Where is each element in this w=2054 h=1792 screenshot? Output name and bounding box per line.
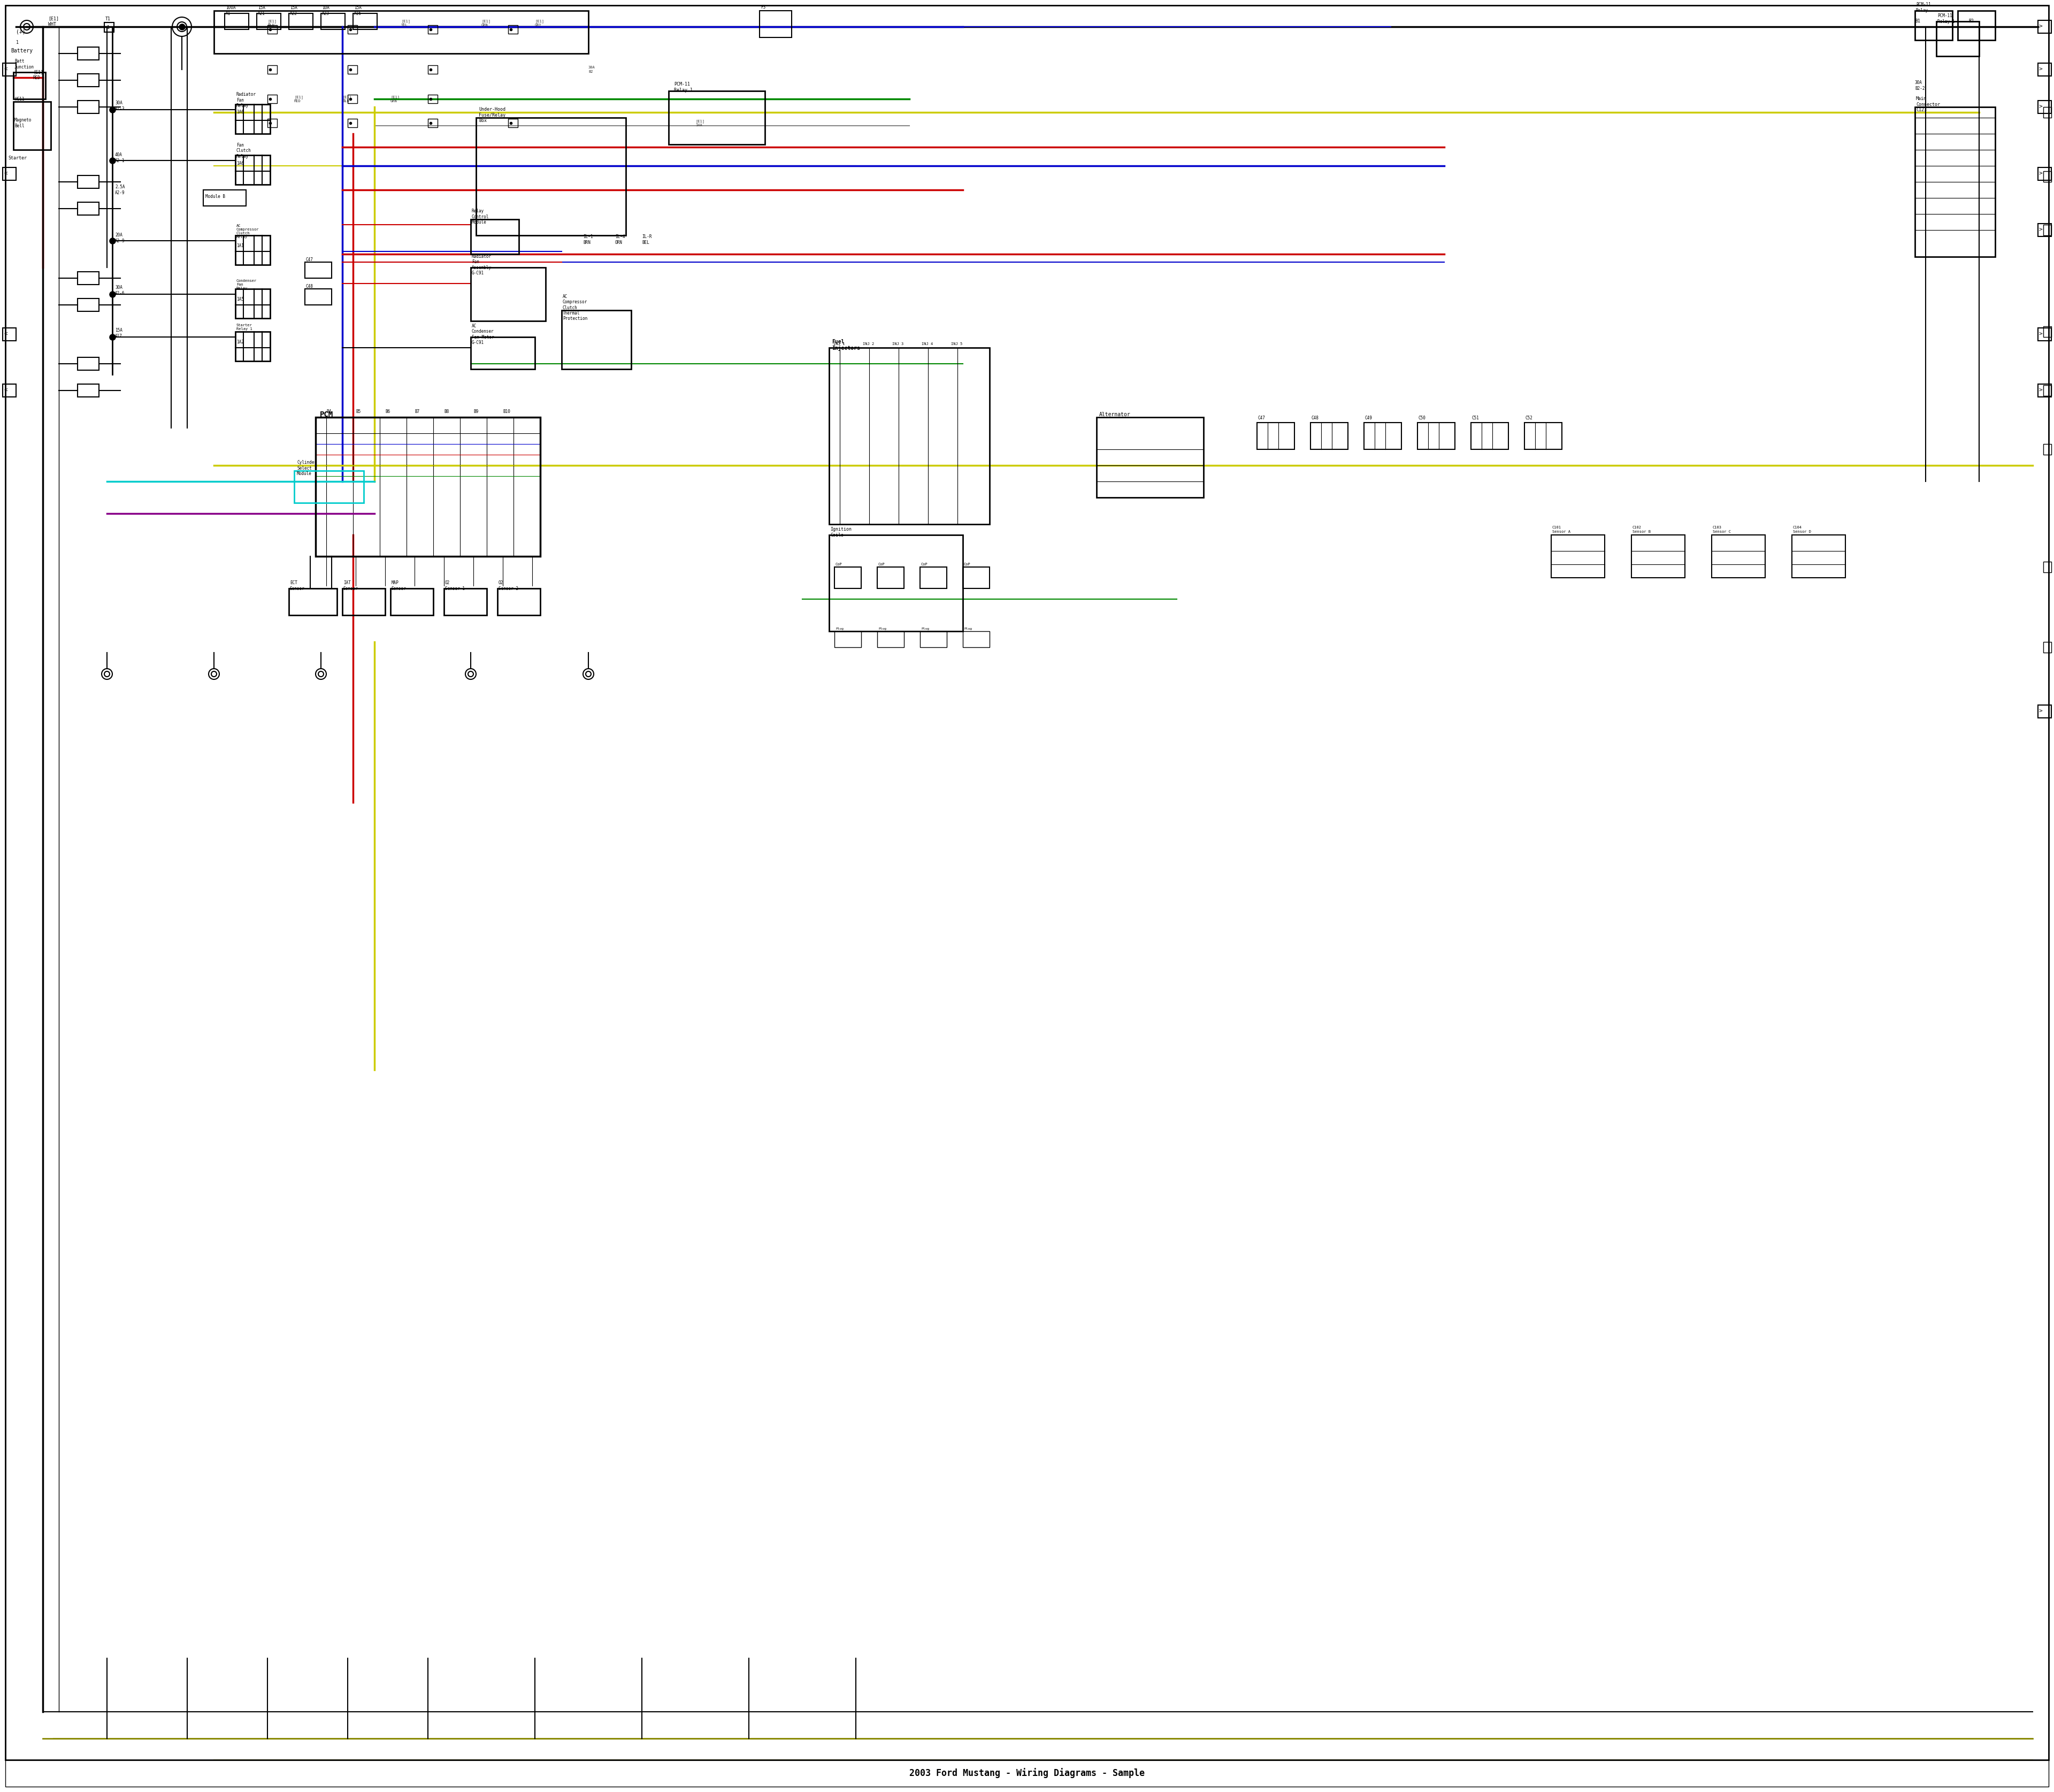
Bar — [1937, 22, 1980, 56]
Bar — [2038, 100, 2052, 113]
Text: C52: C52 — [1526, 416, 1532, 421]
Text: Starter
Relay 1: Starter Relay 1 — [236, 324, 253, 332]
Bar — [2038, 383, 2052, 396]
Text: PCM-11
Relay: PCM-11 Relay — [1916, 2, 1931, 13]
Bar — [427, 118, 438, 127]
Text: C49: C49 — [1366, 416, 1372, 421]
Text: T1: T1 — [105, 16, 111, 22]
Text: F3: F3 — [760, 5, 766, 11]
Text: [E1]
WHT: [E1] WHT — [47, 16, 60, 27]
Text: AC
Compressor
Clutch
Relay: AC Compressor Clutch Relay — [236, 224, 259, 238]
Text: IL-4
ORN: IL-4 ORN — [614, 235, 624, 246]
Bar — [1631, 536, 1684, 577]
Text: 1A6: 1A6 — [236, 109, 244, 115]
Bar — [1471, 423, 1508, 450]
Text: 2003 Ford Mustang - Wiring Diagrams - Sample: 2003 Ford Mustang - Wiring Diagrams - Sa… — [910, 1769, 1144, 1778]
Bar — [236, 156, 271, 185]
Bar — [444, 588, 487, 615]
Text: <: < — [4, 332, 8, 337]
Text: 15A
A21: 15A A21 — [259, 5, 265, 16]
Text: >: > — [2040, 710, 2042, 715]
Text: Plug: Plug — [920, 627, 928, 629]
Text: Alternator: Alternator — [1099, 412, 1130, 418]
Text: CoP: CoP — [963, 563, 972, 566]
Text: 15A
A16: 15A A16 — [353, 5, 362, 16]
Text: CoP: CoP — [920, 563, 928, 566]
Text: 1A2: 1A2 — [236, 340, 244, 344]
Bar — [920, 631, 947, 647]
Bar — [507, 118, 518, 127]
Bar — [78, 47, 99, 59]
Bar — [830, 348, 990, 525]
Text: Radiator
Fan
Relay: Radiator Fan Relay — [236, 91, 257, 108]
Text: IL-1
BRN: IL-1 BRN — [583, 235, 594, 246]
Bar — [2, 167, 16, 181]
Bar — [2038, 167, 2052, 181]
Text: PCM-11
Relay 1: PCM-11 Relay 1 — [1937, 14, 1955, 23]
Text: Relay
Control
Module: Relay Control Module — [472, 208, 489, 224]
Text: AC
Compressor
Clutch
Thermal
Protection: AC Compressor Clutch Thermal Protection — [563, 294, 587, 321]
Text: >: > — [2040, 23, 2042, 29]
Bar — [2044, 444, 2052, 455]
Bar — [561, 310, 631, 369]
Bar — [1097, 418, 1204, 498]
Text: B10: B10 — [503, 410, 509, 414]
Bar — [427, 95, 438, 104]
Bar — [470, 219, 520, 254]
Text: 1A5: 1A5 — [236, 297, 244, 303]
Bar — [427, 25, 438, 34]
Bar — [834, 566, 861, 588]
Text: C103
Sensor C: C103 Sensor C — [1713, 527, 1732, 532]
Text: IL-R
BEL: IL-R BEL — [641, 235, 651, 246]
Text: 15A
A17: 15A A17 — [115, 328, 123, 339]
Text: C101
Sensor A: C101 Sensor A — [1553, 527, 1571, 532]
Text: 30A
B2: 30A B2 — [587, 66, 596, 73]
Text: Ignition
Coils: Ignition Coils — [830, 527, 852, 538]
Bar — [427, 65, 438, 73]
Bar — [294, 471, 364, 504]
Bar — [2038, 224, 2052, 237]
Text: 30A
A2-3: 30A A2-3 — [115, 100, 125, 111]
Text: CoP: CoP — [879, 563, 885, 566]
Bar — [320, 13, 345, 29]
Text: Radiator
Fan
Assembly
G-C91: Radiator Fan Assembly G-C91 — [472, 254, 491, 276]
Text: 1A1: 1A1 — [236, 244, 244, 249]
Bar — [963, 631, 990, 647]
Bar — [470, 337, 534, 369]
Text: Fan
Clutch
Relay: Fan Clutch Relay — [236, 143, 251, 159]
Bar — [2038, 63, 2052, 75]
Bar — [1711, 536, 1764, 577]
Bar — [760, 11, 791, 38]
Bar — [2044, 642, 2052, 652]
Text: C102
Sensor B: C102 Sensor B — [1633, 527, 1651, 532]
Text: B6: B6 — [386, 410, 390, 414]
Text: [E1]
GRY: [E1] GRY — [534, 20, 544, 27]
Bar — [78, 73, 99, 86]
Text: INJ 5: INJ 5 — [951, 342, 963, 346]
Text: >: > — [2040, 332, 2042, 337]
Bar — [224, 13, 249, 29]
Bar — [343, 588, 386, 615]
Text: MAP
Sensor: MAP Sensor — [392, 581, 407, 591]
Bar — [290, 588, 337, 615]
Bar — [203, 190, 246, 206]
Text: Plug: Plug — [963, 627, 972, 629]
Bar — [1364, 423, 1401, 450]
Bar — [78, 176, 99, 188]
Text: 1: 1 — [107, 25, 109, 30]
Bar — [304, 262, 331, 278]
Bar — [1524, 423, 1561, 450]
Text: C47: C47 — [1257, 416, 1265, 421]
Text: CoP: CoP — [836, 563, 842, 566]
Bar — [1914, 11, 1953, 39]
Text: <: < — [4, 387, 8, 392]
Text: Module B: Module B — [205, 195, 226, 199]
Text: C47: C47 — [306, 256, 314, 262]
Text: B2: B2 — [1968, 20, 1974, 23]
Bar — [920, 566, 947, 588]
Text: (+): (+) — [16, 29, 25, 34]
Text: C51: C51 — [1473, 416, 1479, 421]
Text: B7: B7 — [415, 410, 419, 414]
Bar — [470, 267, 546, 321]
Bar — [6, 1760, 2048, 1787]
